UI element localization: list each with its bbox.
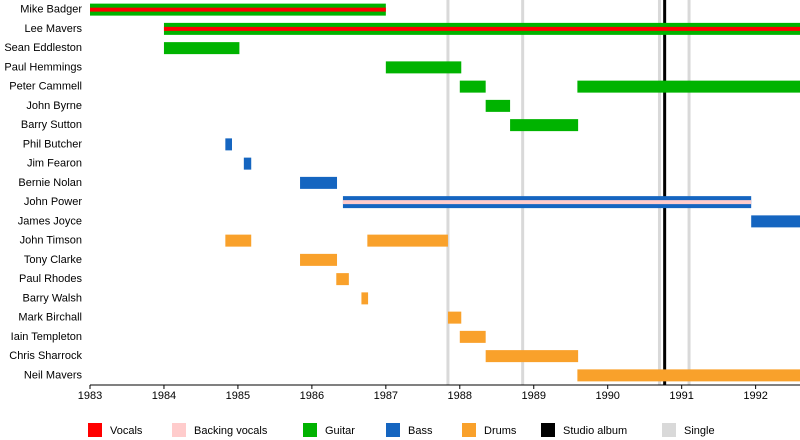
x-tick-label: 1992 (743, 390, 767, 402)
x-tick-label: 1991 (669, 390, 693, 402)
x-tick-label: 1986 (300, 390, 324, 402)
member-label: Iain Templeton (11, 331, 82, 343)
bar (510, 119, 579, 132)
bar (163, 42, 240, 55)
bar (447, 311, 462, 324)
bar-stripe (90, 7, 386, 12)
bar (577, 369, 800, 382)
x-tick-label: 1989 (522, 390, 546, 402)
member-label: Jim Fearon (27, 158, 82, 170)
bar-stripe (342, 200, 752, 205)
member-label: John Byrne (26, 100, 82, 112)
member-label: Mike Badger (20, 4, 82, 16)
x-tick-label: 1990 (595, 390, 619, 402)
bar (459, 330, 486, 343)
legend-swatch (303, 423, 317, 437)
x-tick-label: 1983 (78, 390, 102, 402)
legend-swatch (662, 423, 676, 437)
legend-label: Studio album (563, 425, 627, 437)
bar (459, 80, 486, 93)
member-label: Paul Rhodes (19, 273, 82, 285)
bar (243, 157, 252, 170)
bar (300, 253, 338, 266)
member-label: Sean Eddleston (4, 42, 82, 54)
member-label: Chris Sharrock (9, 350, 82, 362)
legend-swatch (386, 423, 400, 437)
legend-label: Single (684, 425, 715, 437)
member-label: Barry Sutton (21, 119, 82, 131)
member-label: John Power (24, 196, 82, 208)
member-label: Neil Mavers (24, 369, 83, 381)
legend-label: Bass (408, 425, 433, 437)
member-label: John Timson (20, 235, 82, 247)
member-label: James Joyce (18, 215, 82, 227)
bar (577, 80, 800, 93)
legend-label: Backing vocals (194, 425, 268, 437)
legend-swatch (541, 423, 555, 437)
bar (751, 215, 800, 228)
bar (485, 99, 511, 112)
member-label: Paul Hemmings (4, 61, 82, 73)
bar (336, 273, 349, 286)
member-label: Phil Butcher (23, 138, 83, 150)
legend-label: Guitar (325, 425, 355, 437)
member-label: Mark Birchall (18, 312, 82, 324)
member-label: Bernie Nolan (18, 177, 82, 189)
legend-swatch (172, 423, 186, 437)
x-tick-label: 1984 (152, 390, 176, 402)
bar (225, 234, 252, 247)
bar (361, 292, 369, 305)
member-label: Tony Clarke (24, 254, 82, 266)
x-tick-label: 1988 (448, 390, 472, 402)
bar (385, 61, 462, 74)
member-label: Barry Walsh (23, 292, 83, 304)
bar (367, 234, 448, 247)
bar (485, 350, 579, 363)
legend-label: Drums (484, 425, 517, 437)
legend-label: Vocals (110, 425, 143, 437)
member-label: Lee Mavers (25, 23, 83, 35)
bar (300, 176, 338, 189)
x-tick-label: 1987 (374, 390, 398, 402)
bar (225, 138, 232, 151)
bar-stripe (163, 26, 800, 31)
legend-swatch (88, 423, 102, 437)
legend-swatch (462, 423, 476, 437)
member-label: Peter Cammell (9, 81, 82, 93)
x-tick-label: 1985 (226, 390, 250, 402)
